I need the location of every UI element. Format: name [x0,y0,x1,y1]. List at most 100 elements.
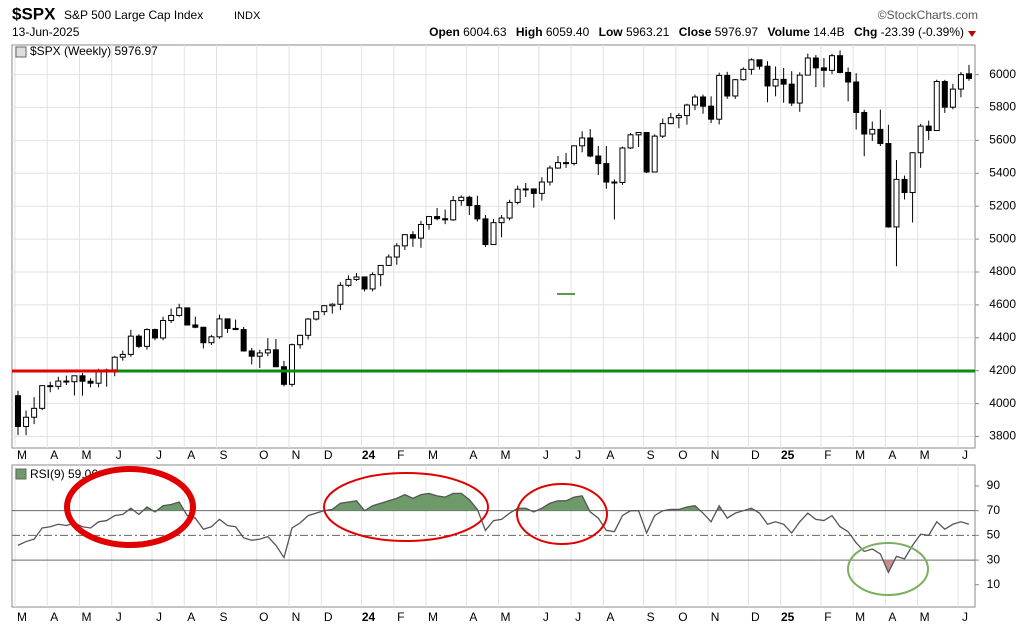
candle-body [554,162,561,169]
candle-body [280,366,287,385]
candle-body [272,349,279,368]
candle-body [160,320,167,339]
y-tick-label: 3800 [989,429,1016,443]
x-tick-label: N [711,448,720,462]
annotation-circle [64,466,196,548]
price-panel [11,44,976,449]
label: Volume [767,25,810,39]
candle-body [619,147,626,184]
candle-body [466,196,473,207]
candle-body [909,152,916,194]
quote-line: Open 6004.63 High 6059.40 Low 5963.21 Cl… [429,25,964,39]
candle-body [611,181,618,184]
x-tick-label: S [219,610,227,624]
candle-body [925,125,932,132]
rsi-line [17,492,970,574]
x-tick-label: M [17,610,27,624]
candle-body [877,128,884,145]
candle-body [434,216,441,220]
y-tick-label: 5600 [989,133,1016,147]
x-tick-label: F [397,448,404,462]
label: Low [599,25,624,39]
candle-body [337,284,344,305]
candle-body [297,334,304,346]
x-tick-label: O [678,448,687,462]
y-tick-label: 5200 [989,198,1016,212]
candle-body [748,59,755,70]
x-tick-label: F [824,448,831,462]
candle-body [417,223,424,239]
date: 13-Jun-2025 [12,25,80,39]
label: Open [429,25,460,39]
x-tick-label: D [751,448,760,462]
candle-body [289,344,296,385]
candle-body [184,307,191,326]
candle-body [716,74,723,120]
candle-body [426,216,433,225]
x-tick-label: A [888,610,896,624]
candle-body [861,111,868,135]
candle-body [530,188,537,194]
x-tick-label: S [647,448,655,462]
value: 6004.63 [463,25,507,39]
candle-body [966,73,972,79]
candle-body [240,329,247,352]
candle-body [683,104,690,117]
candle-body [780,78,787,85]
candle-body [224,318,231,329]
candle-body [700,96,707,107]
x-tick-label: D [751,610,760,624]
candle-body [15,395,21,427]
y-tick-label: 50 [987,528,1001,542]
candle-body [917,125,924,154]
x-tick-label: M [501,610,511,624]
x-tick-label: 24 [362,610,376,624]
credit: ©StockCharts.com [878,8,978,22]
candle-body [313,311,320,320]
candle-body [603,163,610,183]
candle-body [732,79,739,97]
x-tick-label: M [920,610,930,624]
candle-body [458,196,465,202]
x-tick-label: J [156,448,162,462]
candle-body [579,137,586,147]
exchange: INDX [234,10,261,22]
value: 5963.21 [626,25,670,39]
y-tick-label: 5000 [989,231,1016,245]
candle-body [31,407,38,418]
candle-body [482,218,489,246]
down-arrow [968,31,976,37]
candle-body [563,162,570,165]
legend: $SPX (Weekly) 5976.97 [30,44,158,58]
legend-icon [15,46,27,58]
x-tick-label: 25 [781,448,795,462]
x-tick-label: M [17,448,27,462]
candle-body [490,222,497,246]
candle-body [635,132,642,136]
x-tick-label: S [647,610,655,624]
x-tick-label: D [324,448,333,462]
x-tick-label: A [606,610,614,624]
candle-body [305,318,312,336]
x-tick-label: S [219,448,227,462]
x-tick-label: A [187,448,195,462]
candle-body [345,278,352,286]
x-tick-label: J [543,448,549,462]
candle-body [127,335,134,355]
value: -23.39 (-0.39%) [881,25,964,39]
candle-body [119,353,126,358]
candle-body [957,74,964,90]
candle-body [55,380,62,387]
candle-body [587,137,594,157]
x-tick-label: M [81,610,91,624]
candle-body [756,59,763,67]
oversold-area [883,560,895,573]
x-tick-label: M [855,610,865,624]
candle-body [643,132,650,173]
y-tick-label: 4000 [989,396,1016,410]
candle-body [498,217,505,224]
candle-body [79,375,86,382]
x-tick-label: A [469,610,477,624]
candle-body [796,74,803,104]
candle-body [949,88,956,108]
